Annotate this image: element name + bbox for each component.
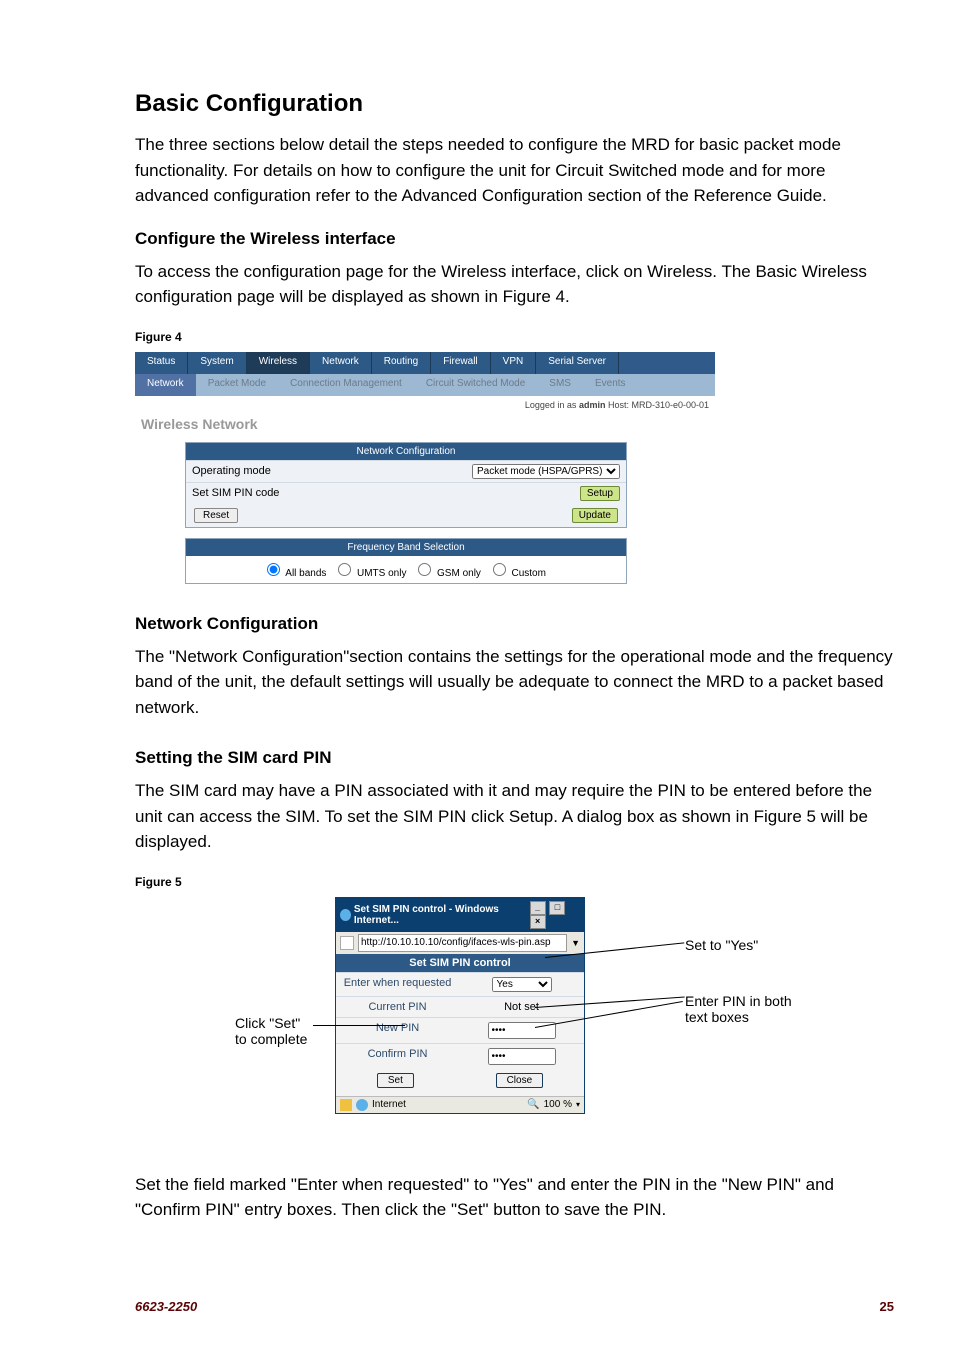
footer-page-number: 25: [880, 1299, 894, 1314]
figure4-label: Figure 4: [135, 330, 894, 344]
main-tab[interactable]: Wireless: [247, 352, 310, 374]
sub-tab[interactable]: Events: [583, 374, 638, 396]
operating-mode-select[interactable]: Packet mode (HSPA/GPRS): [472, 464, 620, 479]
band-radio-option[interactable]: GSM only: [413, 568, 483, 579]
annot-enter-pin-1: Enter PIN in both: [685, 993, 792, 1009]
wireless-network-title: Wireless Network: [135, 410, 715, 442]
minimize-icon[interactable]: _: [530, 901, 546, 915]
figure5-window: Set SIM PIN control - Windows Internet..…: [335, 897, 585, 1114]
main-tab[interactable]: System: [188, 352, 246, 374]
annot-enter-pin-2: text boxes: [685, 1009, 792, 1025]
ie-titlebar: Set SIM PIN control - Windows Internet..…: [336, 898, 584, 932]
sub-tab[interactable]: Circuit Switched Mode: [414, 374, 537, 396]
sub-tab[interactable]: Network: [135, 374, 196, 396]
frequency-band-panel: Frequency Band Selection All bands UMTS …: [185, 538, 627, 584]
operating-mode-label: Operating mode: [192, 465, 385, 477]
annot-line-set: [313, 1025, 405, 1026]
main-tab[interactable]: Routing: [372, 352, 431, 374]
outro-paragraph: Set the field marked "Enter when request…: [135, 1172, 894, 1223]
heading-sim-pin: Setting the SIM card PIN: [135, 748, 894, 768]
page-icon: [340, 936, 354, 950]
intro-paragraph: The three sections below detail the step…: [135, 132, 894, 209]
confirm-pin-input[interactable]: [488, 1048, 556, 1065]
sub-tab[interactable]: Packet Mode: [196, 374, 278, 396]
network-configuration-body: The "Network Configuration"section conta…: [135, 644, 894, 721]
zoom-dropdown-icon[interactable]: ▾: [576, 1100, 580, 1109]
zoom-icon: 🔍: [527, 1099, 539, 1110]
url-input[interactable]: [358, 934, 567, 952]
confirm-pin-label: Confirm PIN: [336, 1044, 459, 1069]
annot-set-yes: Set to "Yes": [685, 937, 758, 953]
update-button[interactable]: Update: [572, 508, 618, 523]
internet-globe-icon: [356, 1099, 368, 1111]
band-radio-option[interactable]: All bands: [262, 568, 329, 579]
band-radio-option[interactable]: Custom: [488, 568, 546, 579]
new-pin-label: New PIN: [336, 1018, 459, 1043]
sim-pin-body: The SIM card may have a PIN associated w…: [135, 778, 894, 855]
heading-network-configuration: Network Configuration: [135, 614, 894, 634]
network-config-panel: Network Configuration Operating mode Pac…: [185, 442, 627, 528]
figure4: StatusSystemWirelessNetworkRoutingFirewa…: [135, 352, 715, 584]
main-tab[interactable]: Status: [135, 352, 188, 374]
sim-pin-label: Set SIM PIN code: [192, 487, 385, 499]
main-tab[interactable]: Firewall: [431, 352, 490, 374]
close-icon[interactable]: ×: [530, 915, 546, 929]
heading-configure-wireless: Configure the Wireless interface: [135, 229, 894, 249]
current-pin-value: Not set: [459, 997, 584, 1017]
maximize-icon[interactable]: □: [549, 901, 565, 915]
main-tab[interactable]: Serial Server: [536, 352, 619, 374]
set-button[interactable]: Set: [377, 1073, 414, 1088]
dropdown-icon[interactable]: ▼: [571, 938, 580, 948]
sub-tab[interactable]: Connection Management: [278, 374, 414, 396]
configure-wireless-body: To access the configuration page for the…: [135, 259, 894, 310]
annot-click-set-1: Click "Set": [235, 1015, 307, 1031]
ie-statusbar: Internet 🔍 100 % ▾: [336, 1096, 584, 1113]
enter-when-requested-select[interactable]: Yes: [492, 977, 552, 992]
band-radio-option[interactable]: UMTS only: [333, 568, 409, 579]
reset-button[interactable]: Reset: [194, 508, 238, 523]
annot-click-set-2: to complete: [235, 1031, 307, 1047]
enter-when-requested-label: Enter when requested: [336, 973, 459, 996]
heading-basic-config: Basic Configuration: [135, 90, 894, 118]
page-footer: 6623-2250 25: [135, 1299, 894, 1314]
frequency-band-header: Frequency Band Selection: [186, 539, 626, 556]
zone-icon: [340, 1099, 352, 1111]
ie-icon: [340, 909, 351, 921]
network-config-header: Network Configuration: [186, 443, 626, 460]
footer-doc-id: 6623-2250: [135, 1299, 197, 1314]
close-button[interactable]: Close: [496, 1073, 544, 1088]
current-pin-label: Current PIN: [336, 997, 459, 1017]
main-tab[interactable]: Network: [310, 352, 372, 374]
address-bar: ▼: [336, 932, 584, 954]
sub-tab[interactable]: SMS: [537, 374, 583, 396]
login-status: Logged in as admin Host: MRD-310-e0-00-0…: [135, 396, 715, 410]
setup-button[interactable]: Setup: [580, 486, 620, 501]
main-tab[interactable]: VPN: [491, 352, 537, 374]
figure5-label: Figure 5: [135, 875, 894, 889]
